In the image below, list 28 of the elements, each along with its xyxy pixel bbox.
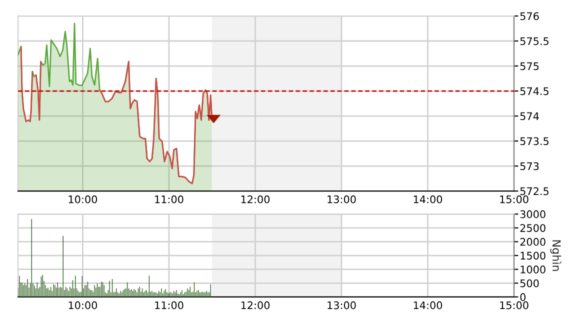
y-tick-label: 572.5 <box>520 187 548 196</box>
x-tick-label: 14:00 <box>414 195 442 204</box>
x-tick-label: 11:00 <box>155 301 184 310</box>
y-tick-label: 1000 <box>520 266 546 274</box>
y-tick-label: 2000 <box>520 238 546 246</box>
y-tick-label: 0 <box>520 293 526 302</box>
y-tick-label: 573.5 <box>520 137 548 146</box>
x-tick-label: 15:00 <box>500 301 528 310</box>
y-tick-label: 575.5 <box>520 37 548 46</box>
y-tick-label: 574.5 <box>520 87 548 96</box>
y-tick-label: 3000 <box>520 210 546 218</box>
y-tick-label: 574 <box>520 112 539 120</box>
x-tick-label: 11:00 <box>155 195 184 204</box>
x-tick-label: 12:00 <box>241 301 270 310</box>
x-tick-label: 10:00 <box>68 301 98 310</box>
x-tick-label: 13:00 <box>328 301 356 310</box>
x-tick-label: 10:00 <box>68 195 98 204</box>
x-tick-label: 14:00 <box>414 301 442 310</box>
y-tick-label: 576 <box>520 12 539 20</box>
y-tick-label: 2500 <box>520 224 546 232</box>
x-tick-label: 12:00 <box>241 195 270 204</box>
y-axis-title: Nghìn <box>550 240 562 271</box>
y-tick-label: 573 <box>520 162 539 170</box>
y-tick-label: 500 <box>520 279 539 288</box>
y-tick-label: 575 <box>520 62 539 70</box>
x-tick-label: 13:00 <box>328 195 356 204</box>
y-tick-label: 1500 <box>520 252 546 260</box>
x-tick-label: 15:00 <box>500 195 528 204</box>
